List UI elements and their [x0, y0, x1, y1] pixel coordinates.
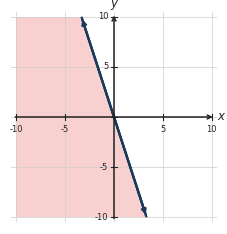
Text: -5: -5 — [99, 163, 108, 172]
Text: 5: 5 — [102, 62, 108, 71]
Text: 10: 10 — [97, 12, 108, 21]
Text: -10: -10 — [10, 125, 23, 134]
Text: -10: -10 — [94, 213, 108, 222]
Polygon shape — [16, 17, 146, 217]
Text: 5: 5 — [160, 125, 165, 134]
Text: y: y — [110, 0, 117, 10]
Text: 10: 10 — [206, 125, 216, 134]
Text: x: x — [217, 110, 224, 124]
Text: -5: -5 — [61, 125, 69, 134]
